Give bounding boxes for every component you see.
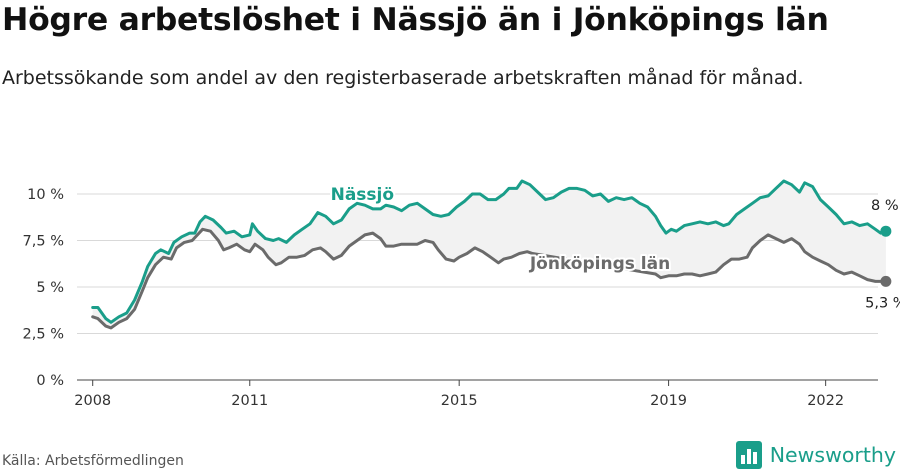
chart-title: Högre arbetslöshet i Nässjö än i Jönköpi… [2,2,829,38]
y-tick-label: 10 % [27,187,64,203]
end-label-jonkopings-lan: 5,3 % [865,295,900,311]
y-tick-label: 2,5 % [23,327,64,343]
series-label-nassjo: Nässjö [331,185,394,205]
series-line-nassjo [91,179,888,324]
y-tick-label: 5 % [36,280,64,296]
series-line-jonkopings-lan [91,227,888,330]
end-label-nassjo: 8 % [871,198,899,214]
axes: 0 % 2,5 % 5 % 7,5 % 10 % 2008 2011 2015 2019 2022 [23,187,878,409]
source-note: Källa: Arbetsförmedlingen [2,453,184,469]
y-tick-label: 0 % [36,373,64,389]
gridlines [77,193,878,334]
chart-subtitle: Arbetssökande som andel av den registerb… [2,67,804,89]
brand-name: Newsworthy [769,443,896,467]
brand: Newsworthy [735,441,896,469]
x-tick-label: 2008 [74,393,111,409]
x-tick-label: 2019 [650,393,687,409]
y-tick-label: 7,5 % [23,234,64,250]
difference-band [92,181,886,328]
labels: Nässjö Jönköpings län 8 % 5,3 % [329,183,900,311]
x-tick-label: 2022 [807,393,844,409]
series-line-jonkopings-lan-end-point [880,275,892,287]
series-label-jonkopings-lan: Jönköpings län [529,254,670,274]
series-line-nassjo-end-point [880,225,892,237]
x-tick-label: 2015 [441,393,478,409]
series [91,179,892,330]
x-tick-label: 2011 [231,393,268,409]
newsworthy-logo-icon [735,441,762,469]
